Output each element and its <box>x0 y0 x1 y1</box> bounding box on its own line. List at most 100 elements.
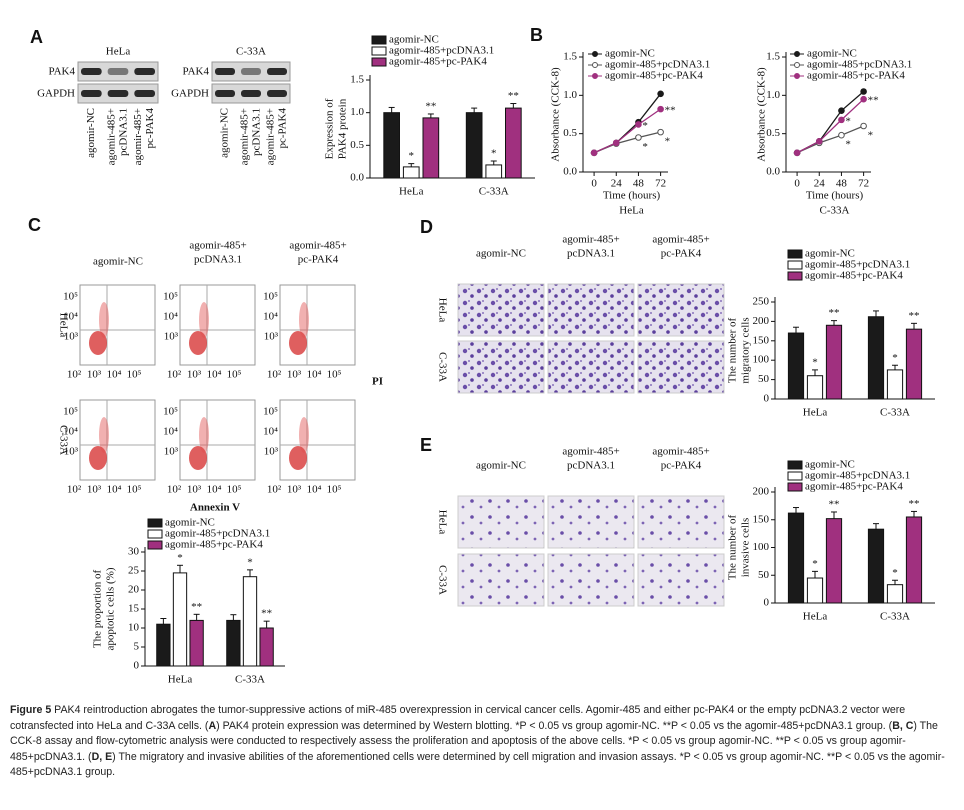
y-tick-label: 10⁴ <box>63 311 78 323</box>
y-tick-label: 100 <box>753 354 770 366</box>
legend-marker <box>592 62 598 68</box>
significance-label: ** <box>191 601 202 613</box>
flow-plot <box>79 284 156 366</box>
cell-cluster <box>289 331 307 355</box>
y-tick-label: 10⁴ <box>163 426 178 438</box>
y-tick-label: 10⁴ <box>63 426 78 438</box>
x-tick-label: 0 <box>794 178 800 190</box>
y-tick-label: 30 <box>128 546 140 558</box>
significance-label: * <box>177 552 183 564</box>
y-tick-label: 0 <box>764 393 770 405</box>
y-tick-label: 150 <box>753 334 770 346</box>
y-tick-label: 20 <box>128 584 140 596</box>
flow-plot <box>79 399 156 481</box>
blot-band <box>81 90 102 97</box>
y-tick-label: 10⁵ <box>263 291 278 303</box>
x-tick-label: C-33A <box>880 407 910 419</box>
legend-label: agomir-NC <box>389 34 439 46</box>
x-tick-label: 10³ <box>87 369 102 381</box>
significance-label: * <box>812 356 818 368</box>
y-tick-label: 10³ <box>264 331 279 343</box>
y-axis-label: migratory cells <box>740 317 752 383</box>
y-tick-label: 0.5 <box>766 127 780 139</box>
cell-cluster <box>299 302 309 338</box>
bar <box>505 107 522 179</box>
y-tick-label: 100 <box>753 541 770 553</box>
legend-label: agomir-NC <box>165 517 215 529</box>
bar <box>905 516 923 604</box>
rotated-label: agomir-NC <box>85 108 97 158</box>
blot-band <box>241 68 261 75</box>
x-tick-label: 10⁴ <box>207 369 222 381</box>
blot-band <box>215 90 235 97</box>
cell-cluster <box>189 446 207 470</box>
x-axis-label: Time (hours) <box>603 190 661 202</box>
column-label: agomir-NC <box>476 248 526 260</box>
micrograph <box>457 340 545 394</box>
bar <box>242 576 258 667</box>
axis-label: Annexin V <box>190 502 240 514</box>
panel-label: A <box>30 27 43 47</box>
row-label: C-33A <box>57 425 69 455</box>
caption-text: ) The migratory and invasive abilities o… <box>10 750 945 779</box>
y-tick-label: 10⁵ <box>163 291 178 303</box>
rotated-label: agomir-NC <box>219 108 231 158</box>
row-label: HeLa <box>436 510 448 535</box>
cell-cluster <box>99 302 109 338</box>
legend-swatch <box>787 471 803 481</box>
legend-marker <box>592 51 598 57</box>
bar <box>402 166 420 179</box>
point <box>793 149 801 157</box>
y-tick-label: 1.0 <box>563 89 577 101</box>
significance-label: ** <box>425 101 436 113</box>
y-tick-label: 10⁵ <box>63 406 78 418</box>
row-label: HeLa <box>57 313 69 338</box>
y-tick-label: 10³ <box>64 331 79 343</box>
x-tick-label: C-33A <box>235 674 265 686</box>
y-axis-label: The number of <box>727 514 739 580</box>
flow-plot <box>179 284 256 366</box>
y-tick-label: 10⁴ <box>163 311 178 323</box>
rotated-label: agomir-485+ <box>239 108 251 165</box>
y-tick-label: 10³ <box>164 331 179 343</box>
series-line <box>593 131 661 154</box>
legend-label: agomir-485+pcDNA3.1 <box>805 259 910 271</box>
significance-label: ** <box>665 105 676 117</box>
y-tick-label: 0.0 <box>766 166 780 178</box>
column-label: agomir-485+ <box>289 240 346 252</box>
legend-marker <box>794 73 800 79</box>
x-tick-label: C-33A <box>880 611 910 623</box>
x-tick-label: 10⁵ <box>227 369 242 381</box>
blot-band <box>215 68 235 75</box>
column-label: pcDNA3.1 <box>194 254 242 266</box>
x-tick-label: HeLa <box>803 611 828 623</box>
micrograph <box>457 495 545 549</box>
cell-cluster <box>89 446 107 470</box>
significance-label: * <box>665 136 671 148</box>
bar <box>905 328 923 400</box>
flow-plot <box>279 284 356 366</box>
legend-swatch <box>147 518 163 528</box>
point <box>838 131 845 139</box>
blot-band <box>107 90 129 97</box>
legend-label: agomir-485+pc-PAK4 <box>805 481 903 493</box>
legend-marker <box>592 73 598 79</box>
point <box>860 88 867 95</box>
legend-label: agomir-NC <box>807 48 857 60</box>
legend-swatch <box>787 260 803 270</box>
micrograph <box>457 553 545 607</box>
point <box>838 107 845 114</box>
x-tick-label: 10³ <box>87 484 102 496</box>
bar <box>806 375 824 400</box>
series-line <box>593 108 661 154</box>
significance-label: ** <box>829 307 840 319</box>
x-tick-label: 10⁵ <box>327 484 342 496</box>
point <box>657 105 664 113</box>
column-label: agomir-NC <box>93 256 143 268</box>
legend-label: agomir-485+pcDNA3.1 <box>605 59 710 71</box>
rotated-label: pc-PAK4 <box>144 108 156 149</box>
y-tick-label: 200 <box>753 315 770 327</box>
significance-label: * <box>845 139 851 151</box>
blot-band <box>81 68 102 75</box>
